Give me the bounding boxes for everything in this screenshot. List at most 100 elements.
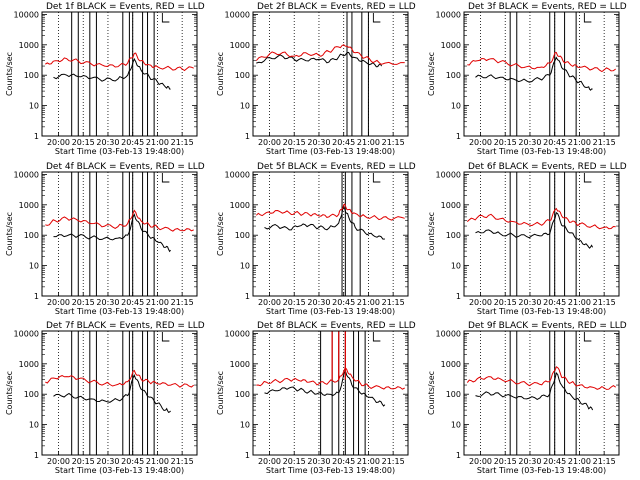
x-tick-label: 20:15 xyxy=(494,298,517,307)
y-tick-label: 1000 xyxy=(19,41,39,50)
series-line-lld xyxy=(256,366,405,390)
series-line-events xyxy=(475,211,594,249)
x-tick-label: 20:30 xyxy=(96,138,119,147)
x-tick-label: 20:45 xyxy=(543,298,566,307)
x-tick-label: 20:00 xyxy=(469,457,492,466)
attenuator-bracket-mark xyxy=(372,332,381,342)
x-tick-label: 20:45 xyxy=(121,457,144,466)
attenuator-bracket-mark xyxy=(583,173,592,183)
y-tick-label: 1 xyxy=(34,132,39,141)
plot-frame xyxy=(41,330,198,456)
y-tick-label: 10 xyxy=(451,262,461,271)
panel-title: Det 3f BLACK = Events, RED = LLD xyxy=(468,2,627,12)
x-tick-label: 21:15 xyxy=(593,457,616,466)
y-axis-label: Counts/sec xyxy=(427,52,436,96)
panel-det-2f: Det 2f BLACK = Events, RED = LLD 20:00 20:… xyxy=(216,2,416,156)
y-axis-label: Counts/sec xyxy=(216,52,225,96)
x-tick-label: 21:00 xyxy=(568,138,591,147)
y-tick-label: 10000 xyxy=(14,170,39,179)
x-tick-label: 20:30 xyxy=(96,298,119,307)
x-tick-label: 20:00 xyxy=(47,457,70,466)
attenuator-bracket-mark xyxy=(161,13,170,23)
y-axis-label: Counts/sec xyxy=(427,212,436,256)
series-line-lld xyxy=(467,51,616,73)
x-axis-label: Start Time (03-Feb-13 19:48:00) xyxy=(477,466,606,475)
series-line-events xyxy=(475,56,593,91)
panel-title: Det 9f BLACK = Events, RED = LLD xyxy=(468,321,627,331)
panel-title: Det 7f BLACK = Events, RED = LLD xyxy=(46,321,205,331)
x-tick-label: 20:00 xyxy=(47,138,70,147)
x-tick-label: 20:30 xyxy=(307,298,330,307)
y-tick-label: 10 xyxy=(240,262,250,271)
y-axis-label: Counts/sec xyxy=(216,371,225,415)
y-tick-label: 1000 xyxy=(19,201,39,210)
series-line-lld xyxy=(45,369,195,388)
y-tick-label: 1000 xyxy=(230,360,250,369)
x-tick-label: 21:15 xyxy=(171,298,194,307)
panel-det-9f: Det 9f BLACK = Events, RED = LLD 20:00 20:… xyxy=(427,321,627,475)
x-tick-label: 20:00 xyxy=(258,138,281,147)
panel-title: Det 5f BLACK = Events, RED = LLD xyxy=(257,162,416,172)
x-tick-label: 20:45 xyxy=(332,298,355,307)
y-tick-label: 10000 xyxy=(14,329,39,338)
x-tick-label: 20:45 xyxy=(332,457,355,466)
y-tick-label: 10 xyxy=(29,262,39,271)
x-tick-label: 21:15 xyxy=(171,138,194,147)
x-tick-label: 21:00 xyxy=(146,298,169,307)
series-line-lld xyxy=(255,203,405,221)
y-tick-label: 1 xyxy=(456,292,461,301)
x-tick-label: 20:15 xyxy=(72,298,95,307)
x-tick-label: 20:30 xyxy=(518,138,541,147)
y-tick-label: 10000 xyxy=(14,10,39,19)
attenuator-bracket-mark xyxy=(161,173,170,183)
panel-title: Det 2f BLACK = Events, RED = LLD xyxy=(257,2,416,12)
y-tick-label: 10000 xyxy=(225,329,250,338)
x-tick-label: 20:15 xyxy=(72,457,95,466)
series-line-events xyxy=(475,371,594,411)
plot-frame xyxy=(463,330,620,456)
y-tick-label: 100 xyxy=(235,71,250,80)
x-tick-label: 20:30 xyxy=(518,298,541,307)
series-line-events xyxy=(53,374,171,414)
x-tick-label: 20:15 xyxy=(494,138,517,147)
y-tick-label: 1 xyxy=(245,451,250,460)
y-tick-label: 1000 xyxy=(441,41,461,50)
y-tick-label: 100 xyxy=(446,390,461,399)
attenuator-bracket-mark xyxy=(372,173,381,183)
y-tick-label: 10 xyxy=(29,102,39,111)
x-tick-label: 20:00 xyxy=(47,298,70,307)
x-tick-label: 21:15 xyxy=(382,457,405,466)
plot-frame xyxy=(41,11,198,137)
y-tick-label: 1 xyxy=(245,132,250,141)
y-tick-label: 100 xyxy=(24,231,39,240)
x-tick-label: 21:15 xyxy=(593,138,616,147)
series-line-events xyxy=(53,213,171,253)
y-tick-label: 10 xyxy=(240,102,250,111)
series-line-events xyxy=(264,204,385,240)
y-axis-label: Counts/sec xyxy=(427,371,436,415)
panel-det-1f: Det 1f BLACK = Events, RED = LLD 20:00 20:… xyxy=(5,2,205,156)
x-axis-label: Start Time (03-Feb-13 19:48:00) xyxy=(266,307,395,316)
plot-frame xyxy=(463,171,620,297)
series-line-lld xyxy=(45,209,194,232)
plot-frame xyxy=(252,11,409,137)
x-tick-label: 20:45 xyxy=(543,457,566,466)
x-tick-label: 20:30 xyxy=(518,457,541,466)
attenuator-bracket-mark xyxy=(583,332,592,342)
y-tick-label: 1000 xyxy=(230,201,250,210)
y-tick-label: 10000 xyxy=(436,10,461,19)
y-tick-label: 10 xyxy=(451,421,461,430)
x-tick-label: 20:45 xyxy=(332,138,355,147)
x-tick-label: 20:00 xyxy=(258,457,281,466)
plot-frame xyxy=(252,330,409,456)
panel-title: Det 1f BLACK = Events, RED = LLD xyxy=(46,2,205,12)
x-tick-label: 21:15 xyxy=(593,298,616,307)
attenuator-bracket-mark xyxy=(161,332,170,342)
plot-frame xyxy=(41,171,198,297)
y-tick-label: 100 xyxy=(24,390,39,399)
y-tick-label: 100 xyxy=(24,71,39,80)
y-tick-label: 100 xyxy=(235,390,250,399)
series-line-events xyxy=(53,57,171,90)
